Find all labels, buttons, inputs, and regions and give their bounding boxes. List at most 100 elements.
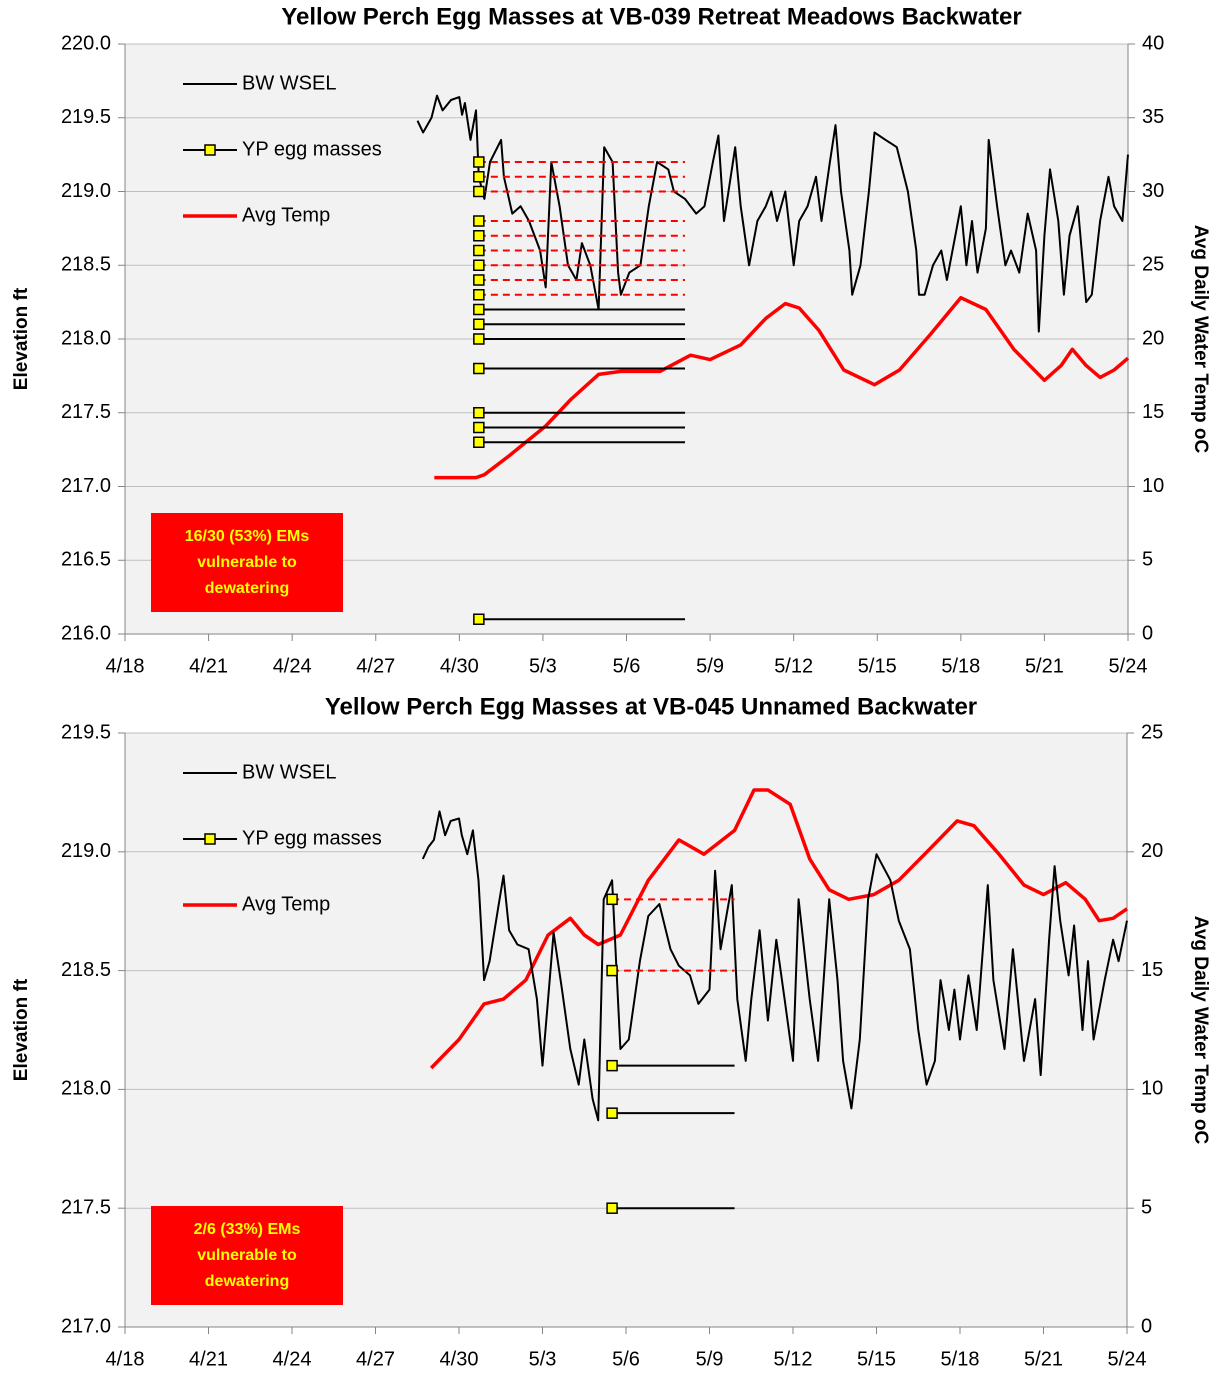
legend-label: Avg Temp bbox=[242, 893, 330, 915]
y-axis-label: Elevation ft bbox=[11, 978, 32, 1081]
x-tick-label: 5/18 bbox=[941, 1348, 980, 1370]
y2-tick-label: 30 bbox=[1142, 180, 1164, 202]
y2-axis-label: Avg Daily Water Temp oC bbox=[1190, 225, 1211, 454]
y-tick-label: 219.0 bbox=[61, 180, 111, 202]
x-tick-label: 5/21 bbox=[1024, 1348, 1063, 1370]
x-tick-label: 4/30 bbox=[440, 655, 479, 677]
y2-tick-label: 20 bbox=[1142, 327, 1164, 349]
y-tick-label: 217.5 bbox=[61, 401, 111, 423]
egg-mass-marker bbox=[473, 185, 485, 198]
y2-tick-label: 20 bbox=[1141, 840, 1163, 862]
y2-tick-label: 0 bbox=[1141, 1315, 1152, 1337]
egg-mass-marker bbox=[473, 156, 485, 168]
y-tick-label: 218.0 bbox=[61, 1078, 111, 1100]
legend-marker bbox=[204, 144, 216, 156]
x-tick-label: 4/30 bbox=[440, 1348, 479, 1370]
egg-mass-marker bbox=[473, 362, 485, 375]
legend-marker bbox=[204, 833, 216, 845]
y-tick-label: 219.0 bbox=[61, 840, 111, 862]
egg-mass-marker bbox=[473, 436, 485, 448]
legend-label: BW WSEL bbox=[242, 761, 336, 783]
y-tick-label: 219.5 bbox=[61, 721, 111, 743]
x-tick-label: 4/24 bbox=[273, 1348, 312, 1370]
x-tick-label: 4/27 bbox=[356, 655, 395, 677]
egg-mass-marker bbox=[473, 289, 485, 301]
egg-mass-marker bbox=[473, 171, 485, 183]
x-tick-label: 5/12 bbox=[774, 1348, 813, 1370]
annotation-box bbox=[151, 513, 343, 612]
x-tick-label: 5/9 bbox=[696, 655, 724, 677]
x-tick-label: 4/18 bbox=[106, 655, 145, 677]
annotation-text: dewatering bbox=[205, 1273, 289, 1290]
egg-mass-marker bbox=[473, 303, 485, 316]
x-tick-label: 5/6 bbox=[612, 1348, 640, 1370]
y2-tick-label: 5 bbox=[1142, 549, 1153, 571]
y-tick-label: 220.0 bbox=[61, 32, 111, 54]
annotation-text: vulnerable to bbox=[197, 1247, 297, 1264]
x-tick-label: 4/21 bbox=[189, 1348, 228, 1370]
temp-line bbox=[434, 295, 1130, 480]
legend-label: YP egg masses bbox=[242, 138, 382, 160]
egg-mass-marker bbox=[606, 1059, 618, 1072]
wsel-line bbox=[421, 810, 1128, 1122]
annotation-text: 16/30 (53%) EMs bbox=[185, 528, 310, 545]
y-tick-label: 218.5 bbox=[61, 254, 111, 276]
x-tick-label: 5/21 bbox=[1025, 655, 1064, 677]
legend-label: YP egg masses bbox=[242, 827, 382, 849]
x-tick-label: 5/15 bbox=[858, 655, 897, 677]
y-tick-label: 219.5 bbox=[61, 106, 111, 128]
y2-tick-label: 35 bbox=[1142, 106, 1164, 128]
egg-mass-marker bbox=[606, 1202, 618, 1214]
temp-line bbox=[429, 788, 1128, 1070]
chart-title: Yellow Perch Egg Masses at VB-045 Unname… bbox=[325, 693, 977, 720]
y2-tick-label: 10 bbox=[1142, 475, 1164, 497]
y2-tick-label: 25 bbox=[1142, 254, 1164, 276]
y2-tick-label: 5 bbox=[1141, 1196, 1152, 1218]
egg-mass-marker bbox=[473, 421, 485, 434]
y-tick-label: 216.5 bbox=[61, 549, 111, 571]
x-tick-label: 4/27 bbox=[356, 1348, 395, 1370]
x-tick-label: 5/15 bbox=[857, 1348, 896, 1370]
egg-mass-marker bbox=[473, 230, 485, 242]
egg-mass-marker bbox=[473, 318, 485, 330]
annotation-text: vulnerable to bbox=[197, 554, 297, 571]
y-tick-label: 217.0 bbox=[61, 475, 111, 497]
y-tick-label: 217.5 bbox=[61, 1196, 111, 1218]
legend-label: BW WSEL bbox=[242, 72, 336, 94]
legend-label: Avg Temp bbox=[242, 204, 330, 226]
x-tick-label: 4/18 bbox=[106, 1348, 145, 1370]
x-tick-label: 5/24 bbox=[1109, 655, 1148, 677]
egg-mass-marker bbox=[473, 407, 485, 419]
egg-mass-marker bbox=[606, 964, 618, 977]
wsel-line bbox=[416, 94, 1129, 333]
egg-mass-marker bbox=[473, 215, 485, 227]
annotation-text: dewatering bbox=[205, 580, 289, 597]
egg-mass-marker bbox=[473, 274, 485, 286]
y2-tick-label: 15 bbox=[1141, 959, 1163, 981]
egg-mass-marker bbox=[473, 244, 485, 257]
x-tick-label: 5/12 bbox=[774, 655, 813, 677]
annotation-text: 2/6 (33%) EMs bbox=[194, 1221, 301, 1238]
egg-mass-marker bbox=[473, 333, 485, 345]
y-tick-label: 218.5 bbox=[61, 959, 111, 981]
chart-title: Yellow Perch Egg Masses at VB-039 Retrea… bbox=[281, 3, 1021, 30]
x-tick-label: 4/24 bbox=[273, 655, 312, 677]
x-tick-label: 5/3 bbox=[529, 1348, 557, 1370]
y2-tick-label: 25 bbox=[1141, 721, 1163, 743]
x-tick-label: 5/3 bbox=[529, 655, 557, 677]
annotation-box bbox=[151, 1206, 343, 1305]
egg-mass-marker bbox=[473, 613, 485, 625]
y2-tick-label: 10 bbox=[1141, 1078, 1163, 1100]
y-tick-label: 216.0 bbox=[61, 622, 111, 644]
y2-axis-label: Avg Daily Water Temp oC bbox=[1190, 916, 1211, 1145]
y-tick-label: 218.0 bbox=[61, 327, 111, 349]
y2-tick-label: 15 bbox=[1142, 401, 1164, 423]
x-tick-label: 5/6 bbox=[613, 655, 641, 677]
x-tick-label: 5/9 bbox=[696, 1348, 724, 1370]
y2-tick-label: 40 bbox=[1142, 32, 1164, 54]
egg-mass-marker bbox=[473, 259, 485, 271]
egg-mass-marker bbox=[606, 893, 618, 906]
x-tick-label: 5/18 bbox=[941, 655, 980, 677]
